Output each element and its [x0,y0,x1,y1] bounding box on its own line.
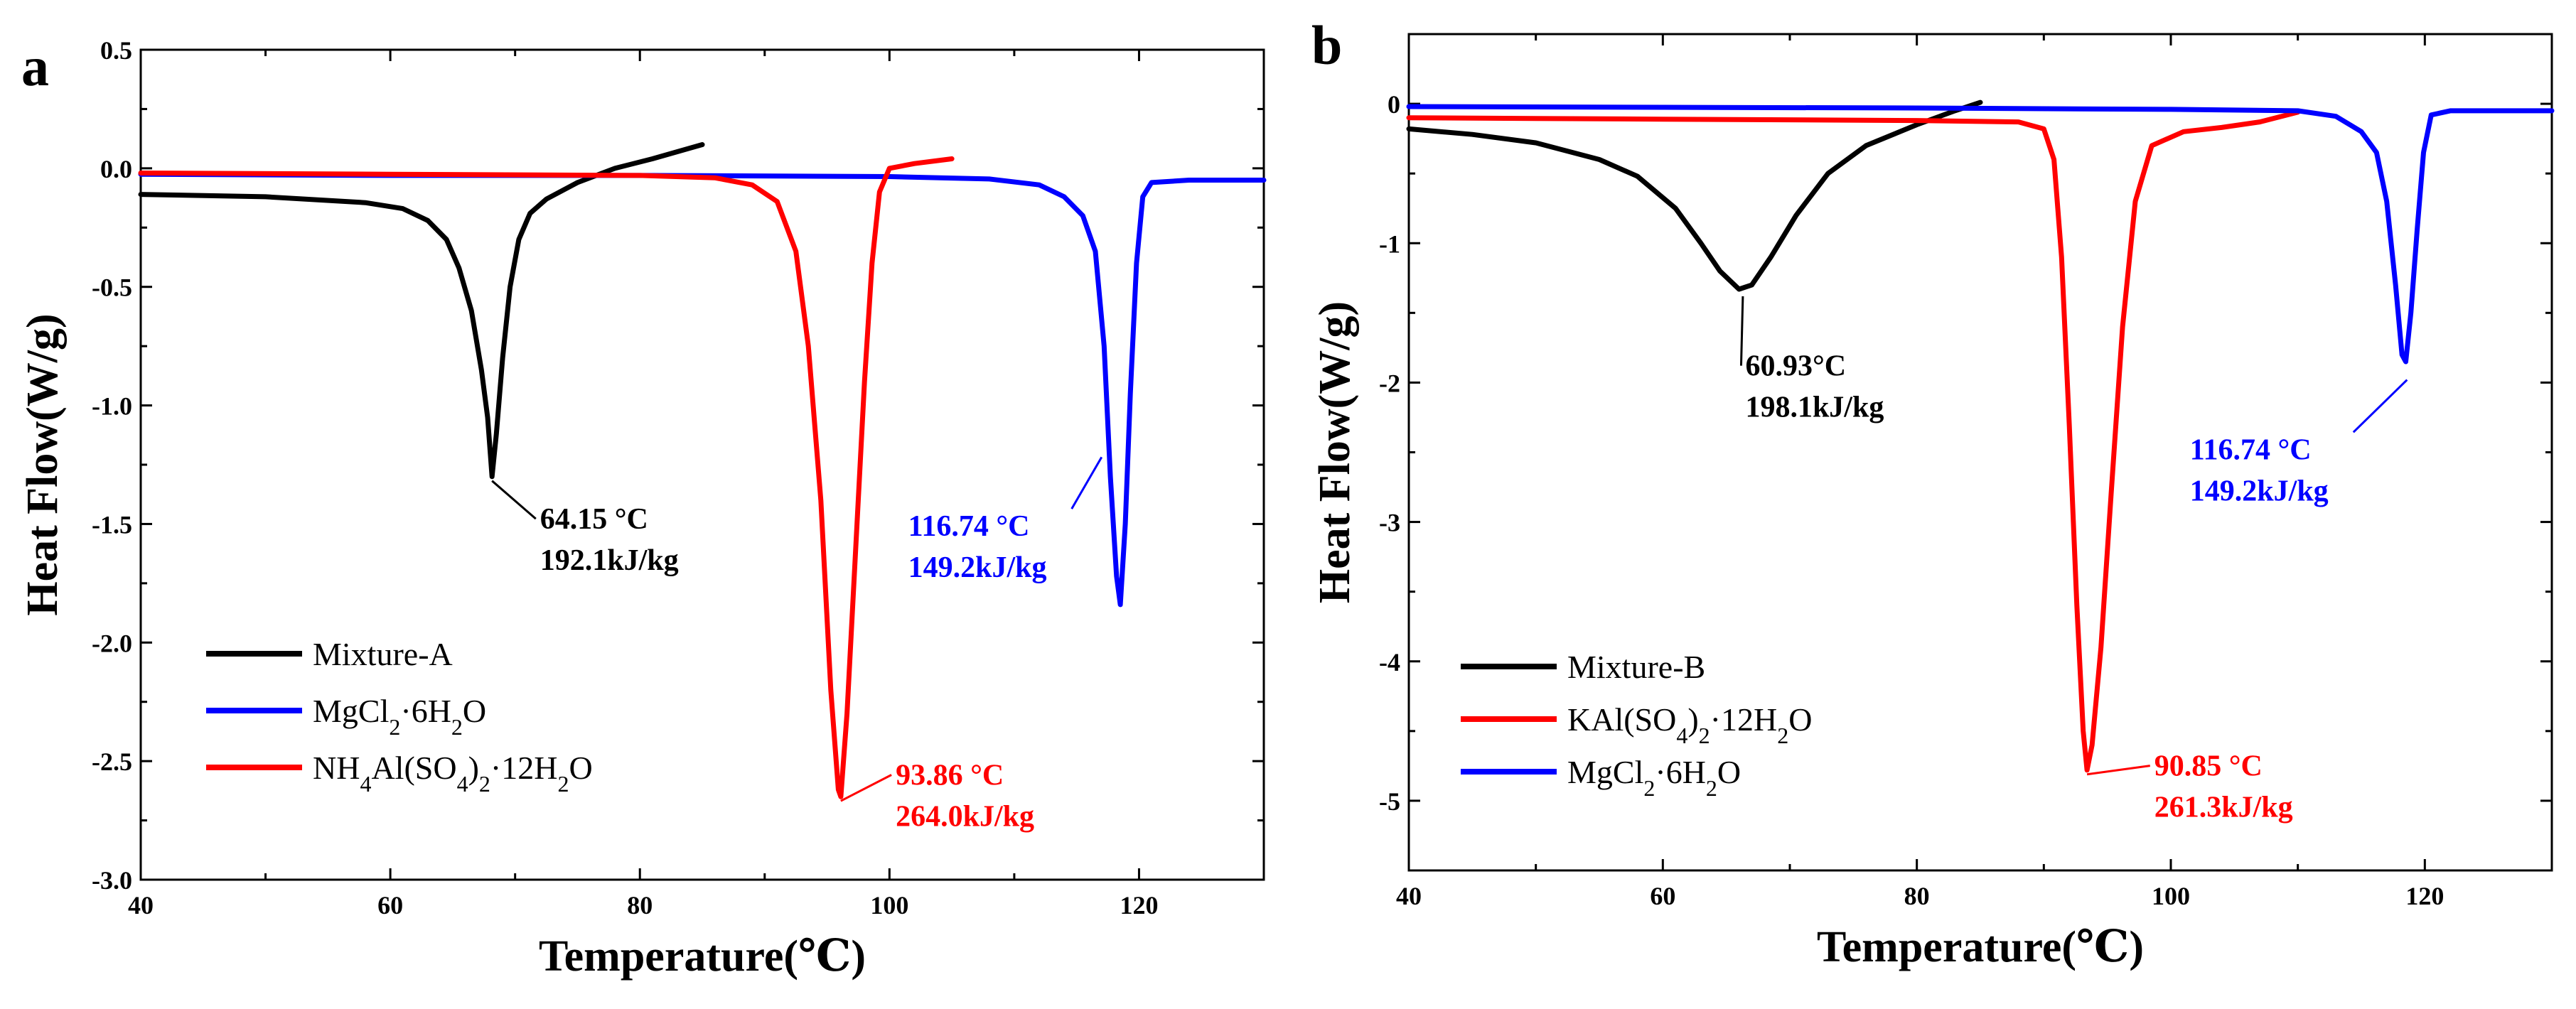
x-tick-label: 60 [1650,882,1675,910]
annotation-text: 198.1kJ/kg [1745,392,1884,424]
x-tick-label: 40 [128,891,154,919]
annotation-text: 60.93°C [1745,350,1846,383]
panel-label: a [21,36,49,97]
y-tick-label: -3 [1379,509,1400,537]
y-tick-label: -1 [1379,230,1400,258]
x-tick-label: 100 [2152,882,2190,910]
panel-b: b 40 60 80 100 120 0 -1 -2 -3 -4 -5 Temperature(℃) He… [1311,14,2555,971]
series-line [138,156,955,799]
annotation-text: 264.0kJ/kg [896,801,1034,833]
y-tick-label: -4 [1379,648,1400,676]
panel-label: b [1311,14,1342,76]
annotation-text: 149.2kJ/kg [908,551,1047,584]
series-line [138,142,705,480]
legend-label: KAl(SO4)2·12H2O [1567,701,1812,748]
y-tick-label: -1.5 [92,510,132,539]
y-tick-label: -2 [1379,369,1400,397]
x-tick-label: 80 [1904,882,1930,910]
legend-label: Mixture-B [1567,649,1705,685]
y-tick-label: -0.5 [92,274,132,302]
x-tick-label: 80 [627,891,653,919]
series-line [1406,104,2555,365]
annotation-leader [2352,379,2408,433]
annotation-leader [1739,296,1744,366]
series-line [1406,109,2301,773]
y-tick-label: 0 [1388,90,1400,119]
series-line [1406,99,1983,292]
x-tick-label: 60 [377,891,403,919]
annotation-text: 149.2kJ/kg [2190,475,2329,507]
panel-a: a 40 60 80 100 120 0.5 0.0 -0.5 -1.0 -1.5 -2.0 -2.5 -… [18,36,1267,981]
x-tick-label: 120 [1120,891,1158,919]
x-tick-label: 120 [2405,882,2444,910]
y-tick-label: -3.0 [92,866,132,895]
annotation-text: 93.86 °C [896,760,1004,792]
annotation-text: 116.74 °C [908,510,1030,543]
y-tick-label: 0.5 [100,36,132,65]
annotation-text: 261.3kJ/kg [2154,792,2293,824]
y-tick-label: -2.0 [92,629,132,657]
x-tick-label: 100 [870,891,908,919]
legend-label: Mixture-A [313,636,453,672]
annotation-text: 64.15 °C [540,503,648,536]
y-tick-label: -5 [1379,787,1400,816]
annotation-text: 192.1kJ/kg [540,544,679,577]
annotation-leader [2086,765,2150,776]
annotation-leader [840,774,892,802]
y-tick-label: -2.5 [92,748,132,776]
annotation-leader [1070,456,1103,509]
y-tick-label: 0.0 [100,155,132,183]
x-axis-label: Temperature(℃) [1817,923,2144,971]
legend-label: MgCl2·6H2O [313,693,486,740]
y-tick-label: -1.0 [92,392,132,421]
legend-label: NH4Al(SO4)2·12H2O [313,750,593,797]
annotation-leader [491,480,537,520]
y-axis-label: Heat Flow(W/g) [1311,301,1359,603]
series-line [138,171,1267,608]
x-axis-label: Temperature(℃) [539,932,866,981]
annotation-text: 90.85 °C [2154,750,2263,783]
annotation-text: 116.74 °C [2190,433,2312,466]
y-axis-label: Heat Flow(W/g) [18,313,67,615]
legend-label: MgCl2·6H2O [1567,754,1741,801]
x-tick-label: 40 [1396,882,1422,910]
